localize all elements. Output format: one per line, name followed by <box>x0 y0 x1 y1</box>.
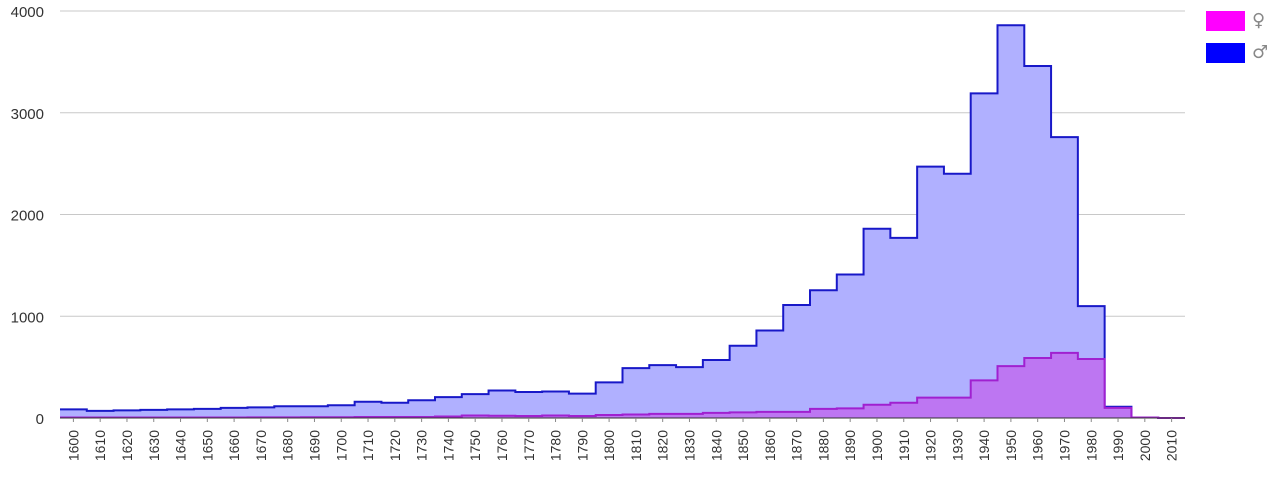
x-tick-label: 1960 <box>1030 430 1046 461</box>
x-tick-label: 1630 <box>146 430 162 461</box>
legend-label-female: ♀ <box>1252 10 1266 31</box>
y-tick-label: 4000 <box>11 4 44 21</box>
x-tick-label: 1810 <box>628 430 644 461</box>
y-tick-label: 0 <box>36 411 44 428</box>
x-tick-label: 1900 <box>869 430 885 461</box>
x-tick-label: 1680 <box>280 430 296 461</box>
legend-swatch-female <box>1206 11 1245 31</box>
x-tick-label: 1750 <box>467 430 483 461</box>
x-tick-label: 2000 <box>1137 430 1153 461</box>
legend-item-female[interactable]: ♀ <box>1206 10 1268 32</box>
legend: ♀ ♂ <box>1206 10 1268 74</box>
line-series-female <box>60 351 1185 419</box>
x-tick-label: 1670 <box>253 430 269 461</box>
y-tick-label: 3000 <box>11 106 44 123</box>
x-tick-label: 1880 <box>815 430 831 461</box>
x-tick-label: 1760 <box>494 430 510 461</box>
x-tick-label: 1890 <box>842 430 858 461</box>
x-tick-label: 1800 <box>601 430 617 461</box>
x-tick-label: 1650 <box>199 430 215 461</box>
axes: 0 1000 2000 3000 4000 1600 1610 1620 1630 1640 165… <box>11 4 1185 461</box>
x-tick-label: 1730 <box>414 430 430 461</box>
x-tick-label: 1710 <box>360 430 376 461</box>
x-tick-label: 2010 <box>1164 430 1180 461</box>
legend-swatch-male <box>1206 43 1245 63</box>
x-tick-label: 1930 <box>949 430 965 461</box>
x-tick-label: 1830 <box>681 430 697 461</box>
x-tick-label: 1660 <box>226 430 242 461</box>
x-tick-label: 1920 <box>923 430 939 461</box>
x-tick-label: 1910 <box>896 430 912 461</box>
x-tick-label: 1790 <box>574 430 590 461</box>
y-tick-label: 2000 <box>11 208 44 225</box>
x-tick-label: 1990 <box>1110 430 1126 461</box>
x-tick-label: 1610 <box>92 430 108 461</box>
legend-item-male[interactable]: ♂ <box>1206 42 1268 64</box>
x-tick-label: 1620 <box>119 430 135 461</box>
x-tick-label: 1860 <box>762 430 778 461</box>
x-tick-label: 1720 <box>387 430 403 461</box>
x-tick-label: 1600 <box>65 430 81 461</box>
x-tick-label: 1850 <box>735 430 751 461</box>
x-tick-label: 1970 <box>1056 430 1072 461</box>
x-tick-label: 1770 <box>521 430 537 461</box>
data-areas <box>60 24 1185 419</box>
x-tick-label: 1940 <box>976 430 992 461</box>
x-tick-label: 1700 <box>333 430 349 461</box>
x-tick-label: 1840 <box>708 430 724 461</box>
legend-label-male: ♂ <box>1252 42 1269 63</box>
x-tick-label: 1780 <box>548 430 564 461</box>
area-series-male <box>60 25 1185 418</box>
y-tick-label: 1000 <box>11 309 44 326</box>
x-tick-label: 1640 <box>173 430 189 461</box>
area-series-female <box>60 352 1185 418</box>
x-tick-label: 1870 <box>789 430 805 461</box>
x-tick-label: 1980 <box>1083 430 1099 461</box>
x-tick-label: 1690 <box>306 430 322 461</box>
x-tick-label: 1820 <box>655 430 671 461</box>
x-tick-label: 1950 <box>1003 430 1019 461</box>
x-tick-label: 1740 <box>440 430 456 461</box>
line-series-male <box>60 24 1185 419</box>
